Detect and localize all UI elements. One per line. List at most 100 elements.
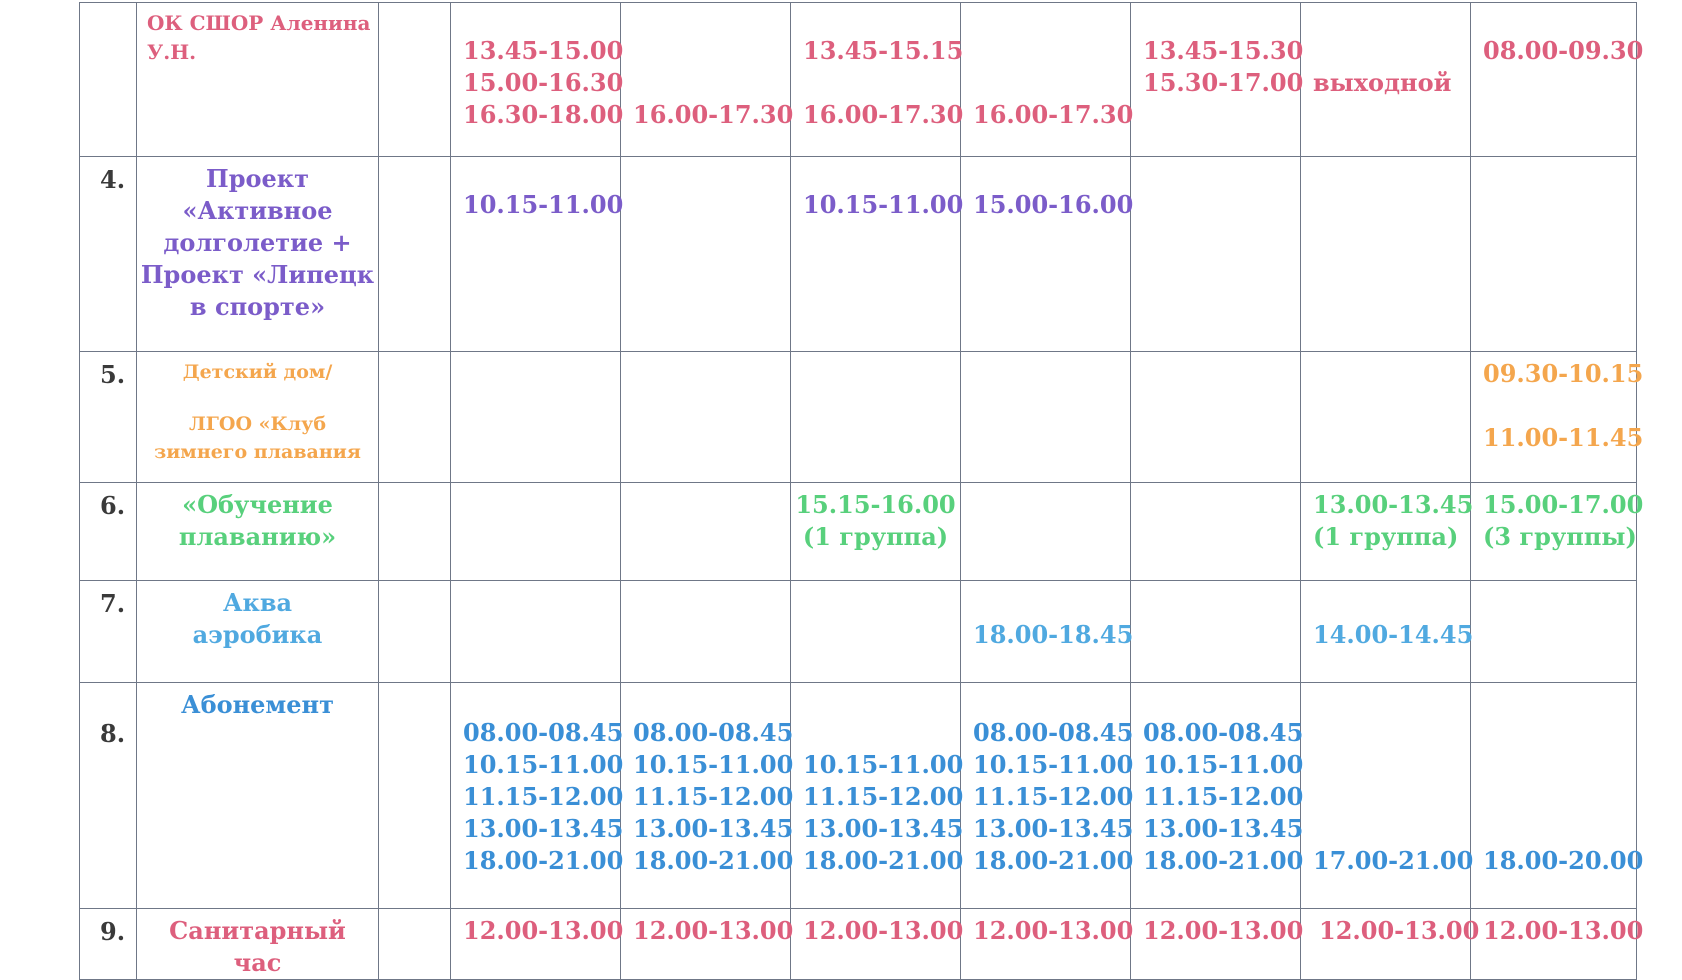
time-slot: 12.00-13.00 xyxy=(803,916,964,945)
time-slot-cell: 18.00-20.00 xyxy=(1470,682,1643,909)
row-number: 4. xyxy=(79,156,137,352)
time-slot: 13.00-13.45 xyxy=(803,814,964,843)
activity-name-line: Проект «Липецк xyxy=(140,260,375,289)
activity-name: ОК СШОР Аленина У.Н. xyxy=(136,2,379,157)
activity-name: Абонемент xyxy=(136,682,379,909)
activity-name-line: Детский дом/ xyxy=(182,361,333,383)
time-slot-cell: 09.30-10.15 11.00-11.45 xyxy=(1470,351,1644,483)
row-number: 8. xyxy=(79,682,137,909)
time-slot: 12.00-13.00 xyxy=(1483,916,1644,945)
empty-column-cell xyxy=(378,580,451,683)
time-slot-cell xyxy=(1130,351,1301,483)
time-slot: 15.00-17.00 xyxy=(1483,490,1644,519)
activity-name-line: Санитарный xyxy=(169,916,346,945)
time-slot-cell: 13.00-13.45 (1 группа) xyxy=(1300,482,1474,581)
time-slot: 11.15-12.00 xyxy=(973,782,1134,811)
time-slot: 08.00-08.45 xyxy=(973,718,1134,747)
activity-name: «Обучение плаванию» xyxy=(136,482,379,581)
time-slot-cell: 10.15-11.00 xyxy=(790,156,964,352)
time-slot: 18.00-21.00 xyxy=(463,846,624,875)
row-number: 7. xyxy=(79,580,137,683)
time-slot: 18.00-21.00 xyxy=(973,846,1134,875)
time-slot: 13.45-15.15 xyxy=(803,36,964,65)
time-slot-cell xyxy=(1300,156,1471,352)
time-slot: 10.15-11.00 xyxy=(633,750,794,779)
time-slot-cell: 10.15-11.00 11.15-12.00 13.00-13.45 18.0… xyxy=(790,682,964,909)
time-slot-cell xyxy=(1130,156,1301,352)
activity-name-line: «Обучение xyxy=(182,490,333,519)
activity-name: Проект «Активное долголетие + Проект «Ли… xyxy=(136,156,379,352)
time-slot-cell: 12.00-13.00 xyxy=(960,908,1134,980)
time-slot-cell: 10.15-11.00 xyxy=(450,156,623,352)
time-slot: 15.15-16.00 xyxy=(795,490,956,519)
time-slot: 08.00-08.45 xyxy=(1143,718,1304,747)
time-slot-cell xyxy=(1130,482,1301,581)
time-slot: 10.15-11.00 xyxy=(803,190,964,219)
time-slot: 15.00-16.30 xyxy=(463,68,624,97)
time-slot-cell xyxy=(790,351,961,483)
time-slot: 12.00-13.00 xyxy=(973,916,1134,945)
time-slot-cell: 08.00-09.30 xyxy=(1470,2,1644,157)
time-slot-cell: 08.00-08.45 10.15-11.00 11.15-12.00 13.0… xyxy=(960,682,1134,909)
activity-name-line: аэробика xyxy=(192,620,323,649)
time-slot: 16.00-17.30 xyxy=(973,100,1134,129)
table-row: 4. Проект «Активное долголетие + Проект … xyxy=(79,156,1637,352)
table-row: 5. Детский дом/ ЛГОО «Клуб зимнего плава… xyxy=(79,351,1644,483)
activity-name-line: ЛГОО «Клуб xyxy=(188,413,327,435)
time-slot: 12.00-13.00 xyxy=(463,916,624,945)
row-number: 5. xyxy=(79,351,137,483)
time-slot: 08.00-08.45 xyxy=(633,718,794,747)
time-slot: 13.00-13.45 xyxy=(1143,814,1304,843)
empty-column-cell xyxy=(378,682,451,909)
empty-column-cell xyxy=(378,156,451,352)
time-slot-cell: 08.00-08.45 10.15-11.00 11.15-12.00 13.0… xyxy=(620,682,794,909)
time-slot-cell xyxy=(1470,580,1637,683)
activity-name-line: ОК СШОР xyxy=(147,11,264,35)
schedule-table: ОК СШОР Аленина У.Н. 13.45-15.00 15.00-1… xyxy=(79,2,1644,980)
time-slot: 17.00-21.00 xyxy=(1313,846,1474,875)
time-slot-cell xyxy=(450,580,621,683)
time-slot: 11.15-12.00 xyxy=(1143,782,1304,811)
time-slot-cell: 15.15-16.00 (1 группа) xyxy=(790,482,961,581)
time-slot: 12.00-13.00 xyxy=(1143,916,1304,945)
time-slot-cell xyxy=(960,482,1131,581)
time-slot: 11.00-11.45 xyxy=(1483,423,1644,452)
time-slot-cell: 15.00-17.00 (3 группы) xyxy=(1470,482,1644,581)
group-note: (1 группа) xyxy=(802,522,949,551)
activity-name-line: плаванию» xyxy=(178,522,337,551)
time-slot-cell xyxy=(1300,351,1471,483)
time-slot-cell xyxy=(790,580,961,683)
time-slot: 11.15-12.00 xyxy=(463,782,624,811)
row-number xyxy=(79,2,137,157)
time-slot: 13.00-13.45 xyxy=(1313,490,1474,519)
time-slot-cell: 14.00-14.45 xyxy=(1300,580,1473,683)
time-slot: 08.00-08.45 xyxy=(463,718,624,747)
time-slot: 10.15-11.00 xyxy=(463,750,624,779)
time-slot-cell xyxy=(1470,156,1637,352)
time-slot-cell: 08.00-08.45 10.15-11.00 11.15-12.00 13.0… xyxy=(1130,682,1304,909)
time-slot: 08.00-09.30 xyxy=(1483,36,1644,65)
time-slot-cell xyxy=(450,482,621,581)
time-slot: 10.15-11.00 xyxy=(1143,750,1304,779)
empty-column-cell xyxy=(378,2,451,157)
activity-name: Санитарный час xyxy=(136,908,379,980)
time-slot-cell xyxy=(450,351,621,483)
time-slot-cell xyxy=(1130,580,1301,683)
time-slot: 16.00-17.30 xyxy=(633,100,794,129)
time-slot-cell: 08.00-08.45 10.15-11.00 11.15-12.00 13.0… xyxy=(450,682,624,909)
time-slot-cell: 13.45-15.30 15.30-17.00 xyxy=(1130,2,1304,157)
time-slot: 18.00-21.00 xyxy=(1143,846,1304,875)
time-slot-cell: 12.00-13.00 xyxy=(1470,908,1644,980)
schedule-body: ОК СШОР Аленина У.Н. 13.45-15.00 15.00-1… xyxy=(79,2,1644,980)
group-note: (1 группа) xyxy=(1313,522,1459,551)
activity-name-line: в спорте» xyxy=(189,292,326,321)
time-slot-cell: выходной xyxy=(1300,2,1471,157)
activity-name: Аква аэробика xyxy=(136,580,379,683)
table-row: ОК СШОР Аленина У.Н. 13.45-15.00 15.00-1… xyxy=(79,2,1644,157)
table-row: 9. Санитарный час 12.00-13.00 12.00-13.0… xyxy=(79,908,1644,980)
time-slot: 13.00-13.45 xyxy=(973,814,1134,843)
time-slot-cell: 13.45-15.00 15.00-16.30 16.30-18.00 xyxy=(450,2,624,157)
activity-name-line: «Активное xyxy=(182,196,333,225)
time-slot: 15.30-17.00 xyxy=(1143,68,1304,97)
time-slot: 18.00-21.00 xyxy=(633,846,794,875)
